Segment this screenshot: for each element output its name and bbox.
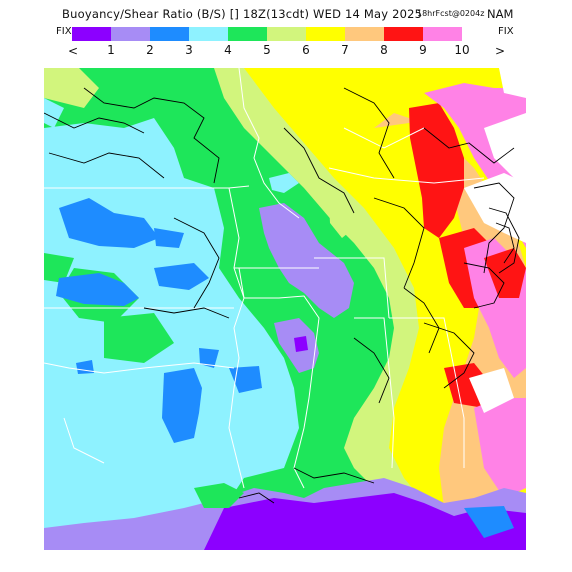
contour-12 (488, 207, 520, 274)
map-title: Buoyancy/Shear Ratio (B/S) [] 18Z(13cdt)… (62, 7, 423, 21)
legend-tick-4: 4 (224, 43, 232, 57)
legend-tick-7: 7 (341, 43, 349, 57)
field-green-coast (194, 483, 244, 508)
contour-4 (173, 217, 220, 309)
legend-tick-6: 6 (302, 43, 310, 57)
legend-swatch-6[interactable] (267, 27, 306, 41)
legend-swatch-4[interactable] (189, 27, 228, 41)
contour-2 (44, 112, 145, 134)
legend-swatch-10[interactable] (423, 27, 462, 41)
boundary-ms-al (354, 317, 395, 469)
boundary-ms-river (238, 267, 320, 489)
field-lime-nw (44, 68, 99, 108)
legend-tick-5: 5 (263, 43, 271, 57)
legend-tick-2: 2 (146, 43, 154, 57)
field-purple-gulf (204, 493, 526, 550)
contour-16 (353, 337, 390, 404)
legend-swatch-9[interactable] (384, 27, 423, 41)
legend-tick-8: 8 (380, 43, 388, 57)
contour-5 (143, 307, 230, 319)
state-boundaries (44, 68, 485, 489)
contour-3 (48, 152, 165, 179)
field-blue-gulf (464, 506, 514, 538)
boundary-ky-tn (328, 167, 485, 184)
contour-15 (423, 322, 475, 389)
model-label: NAM (487, 7, 514, 21)
field-white-east-2 (464, 173, 526, 243)
weather-map (44, 68, 526, 550)
legend-swatch-3[interactable] (150, 27, 189, 41)
contour-10 (423, 127, 515, 164)
field-cyan-north (269, 173, 299, 193)
legend-swatches (72, 27, 501, 41)
legend-tick-9: 9 (419, 43, 427, 57)
field-blue-blob-4 (154, 263, 209, 290)
contour-17 (293, 467, 375, 484)
field-cyan-sw (54, 386, 99, 423)
legend-tick-10: 10 (454, 43, 470, 57)
boundary-ohio-river (343, 127, 425, 149)
legend-swatch-8[interactable] (345, 27, 384, 41)
legend-swatch-11[interactable] (462, 27, 501, 41)
legend-swatch-5[interactable] (228, 27, 267, 41)
map-canvas (44, 68, 526, 550)
field-blue-blob-1 (59, 198, 159, 248)
terrain-contours (44, 87, 520, 504)
fix-right-button[interactable]: FIX (498, 26, 514, 37)
contour-9 (403, 287, 440, 354)
field-blue-blob-7 (229, 366, 262, 393)
contour-13 (495, 222, 515, 264)
boundary-la-tx (228, 387, 245, 489)
field-white-ne (499, 68, 526, 98)
field-lavender-center (259, 203, 354, 318)
field-pink-se (474, 398, 526, 498)
contour-8 (373, 197, 425, 289)
field-blue-blob-5 (162, 368, 202, 443)
contour-7 (343, 87, 395, 179)
contour-6 (283, 127, 355, 214)
contour-14 (463, 262, 505, 309)
field-blue-blob-3 (56, 273, 139, 306)
field-red-east (484, 248, 526, 298)
forecast-run-label: 18hrFcst@0204z (417, 9, 485, 18)
field-white-east-1 (484, 113, 526, 188)
boundary-red-river (44, 362, 235, 374)
legend-swatch-2[interactable] (111, 27, 150, 41)
next-arrow-button[interactable]: > (495, 44, 506, 58)
boundary-mo-east (238, 68, 300, 219)
field-purple-core (294, 336, 308, 352)
legend-tick-1: 1 (107, 43, 115, 57)
boundary-al-ga (389, 317, 465, 468)
field-blue-blob-6 (199, 348, 219, 368)
field-red-north (409, 103, 464, 238)
previous-arrow-button[interactable]: < (68, 44, 79, 58)
field-green-patch-2 (104, 313, 174, 363)
field-white-se (469, 368, 514, 413)
field-cyan-edge (44, 98, 64, 128)
legend-swatch-1[interactable] (72, 27, 111, 41)
contour-11 (473, 182, 515, 274)
boundary-tn-ms (314, 257, 390, 319)
contour-18 (238, 492, 275, 504)
legend-swatch-7[interactable] (306, 27, 345, 41)
boundary-texas-river (63, 417, 105, 464)
color-legend: FIX FIX < 1 2 3 4 5 6 7 8 9 10 > (0, 26, 572, 62)
map-title-bar: Buoyancy/Shear Ratio (B/S) [] 18Z(13cdt)… (0, 6, 572, 24)
field-green-patch-3 (44, 253, 74, 283)
fix-left-button[interactable]: FIX (56, 26, 72, 37)
legend-tick-3: 3 (185, 43, 193, 57)
contour-1 (83, 87, 220, 184)
field-blue-blob-2 (154, 228, 184, 248)
